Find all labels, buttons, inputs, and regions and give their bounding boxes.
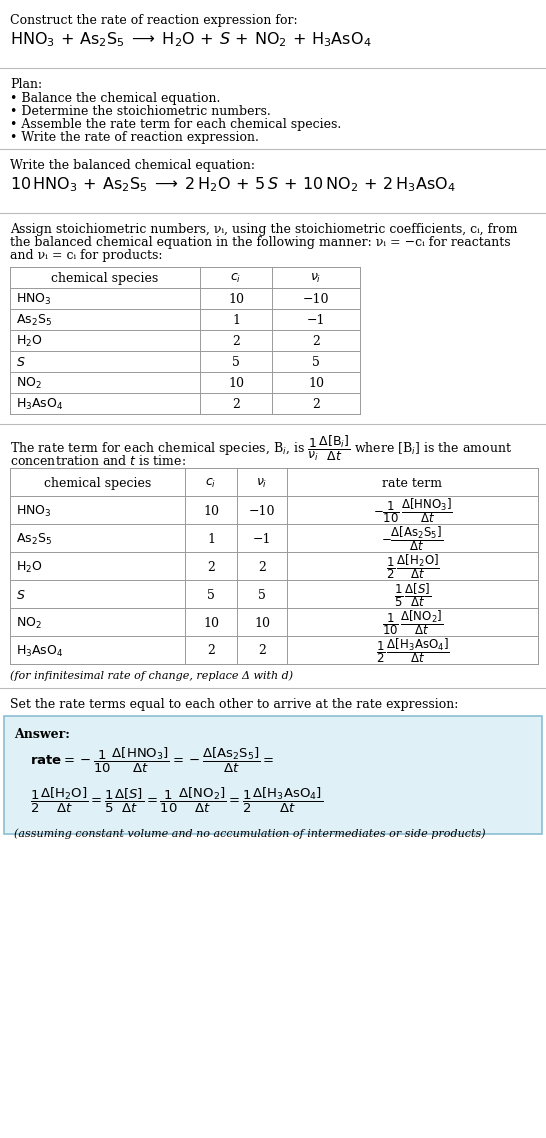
Text: $\dfrac{1}{2}\dfrac{\Delta[\mathregular{H_2O}]}{\Delta t} = \dfrac{1}{5}\dfrac{\: $\dfrac{1}{2}\dfrac{\Delta[\mathregular{… xyxy=(30,786,323,815)
Text: 1: 1 xyxy=(207,533,215,545)
Text: 2: 2 xyxy=(312,398,320,411)
Text: Answer:: Answer: xyxy=(14,728,70,741)
Text: The rate term for each chemical species, B$_i$, is $\dfrac{1}{\nu_i}\dfrac{\Delt: The rate term for each chemical species,… xyxy=(10,434,512,463)
Text: 5: 5 xyxy=(312,356,320,369)
Text: 2: 2 xyxy=(258,644,266,658)
Text: $\mathregular{NO_2}$: $\mathregular{NO_2}$ xyxy=(16,376,42,391)
Text: $\nu_i$: $\nu_i$ xyxy=(310,272,322,284)
Text: $-\dfrac{\Delta[\mathregular{As_2S_5}]}{\Delta t}$: $-\dfrac{\Delta[\mathregular{As_2S_5}]}{… xyxy=(382,525,443,553)
Text: the balanced chemical equation in the following manner: νᵢ = −cᵢ for reactants: the balanced chemical equation in the fo… xyxy=(10,236,511,249)
Text: $\dfrac{1}{10}\,\dfrac{\Delta[\mathregular{NO_2}]}{\Delta t}$: $\dfrac{1}{10}\,\dfrac{\Delta[\mathregul… xyxy=(382,609,443,637)
Text: chemical species: chemical species xyxy=(51,272,159,284)
Text: 5: 5 xyxy=(207,588,215,602)
Text: $\mathbf{rate} = -\dfrac{1}{10}\dfrac{\Delta[\mathregular{HNO_3}]}{\Delta t} = -: $\mathbf{rate} = -\dfrac{1}{10}\dfrac{\D… xyxy=(30,747,275,775)
Text: $\mathregular{H_3AsO_4}$: $\mathregular{H_3AsO_4}$ xyxy=(16,397,63,412)
Text: $\mathregular{HNO_3}$$\,+\,$$\mathregular{As_2S_5}$$\;\longrightarrow\;$$\mathre: $\mathregular{HNO_3}$$\,+\,$$\mathregula… xyxy=(10,30,371,49)
Text: $\dfrac{1}{5}\,\dfrac{\Delta[S]}{\Delta t}$: $\dfrac{1}{5}\,\dfrac{\Delta[S]}{\Delta … xyxy=(394,582,431,609)
Text: $c_i$: $c_i$ xyxy=(230,272,242,284)
Text: Assign stoichiometric numbers, νᵢ, using the stoichiometric coefficients, cᵢ, fr: Assign stoichiometric numbers, νᵢ, using… xyxy=(10,223,518,236)
Text: 1: 1 xyxy=(232,314,240,327)
Text: • Determine the stoichiometric numbers.: • Determine the stoichiometric numbers. xyxy=(10,105,271,118)
Text: $\mathregular{HNO_3}$: $\mathregular{HNO_3}$ xyxy=(16,292,51,307)
Text: −1: −1 xyxy=(307,314,325,327)
FancyBboxPatch shape xyxy=(4,716,542,834)
Text: −1: −1 xyxy=(253,533,271,545)
Text: $\mathregular{H_2O}$: $\mathregular{H_2O}$ xyxy=(16,560,43,575)
Text: 2: 2 xyxy=(312,335,320,348)
Text: 2: 2 xyxy=(207,561,215,574)
Text: • Balance the chemical equation.: • Balance the chemical equation. xyxy=(10,92,221,105)
Text: $10\,\mathregular{HNO_3}$$\,+\,$$\mathregular{As_2S_5}$$\;\longrightarrow\;$$2\,: $10\,\mathregular{HNO_3}$$\,+\,$$\mathre… xyxy=(10,175,456,193)
Text: Set the rate terms equal to each other to arrive at the rate expression:: Set the rate terms equal to each other t… xyxy=(10,698,459,711)
Text: rate term: rate term xyxy=(383,477,442,489)
Text: $-\dfrac{1}{10}\,\dfrac{\Delta[\mathregular{HNO_3}]}{\Delta t}$: $-\dfrac{1}{10}\,\dfrac{\Delta[\mathregu… xyxy=(372,496,453,526)
Text: (assuming constant volume and no accumulation of intermediates or side products): (assuming constant volume and no accumul… xyxy=(14,828,485,839)
Text: $c_i$: $c_i$ xyxy=(205,477,217,489)
Text: 2: 2 xyxy=(232,335,240,348)
Text: Write the balanced chemical equation:: Write the balanced chemical equation: xyxy=(10,159,255,172)
Text: (for infinitesimal rate of change, replace Δ with d): (for infinitesimal rate of change, repla… xyxy=(10,670,293,681)
Text: $\mathregular{H_2O}$: $\mathregular{H_2O}$ xyxy=(16,333,43,349)
Text: $S$: $S$ xyxy=(16,588,26,602)
Text: $\mathregular{HNO_3}$: $\mathregular{HNO_3}$ xyxy=(16,503,51,519)
Text: concentration and $t$ is time:: concentration and $t$ is time: xyxy=(10,454,186,468)
Text: 10: 10 xyxy=(228,292,244,306)
Text: • Write the rate of reaction expression.: • Write the rate of reaction expression. xyxy=(10,131,259,145)
Text: 10: 10 xyxy=(203,617,219,629)
Text: −10: −10 xyxy=(302,292,329,306)
Text: $\dfrac{1}{2}\,\dfrac{\Delta[\mathregular{H_2O}]}{\Delta t}$: $\dfrac{1}{2}\,\dfrac{\Delta[\mathregula… xyxy=(385,553,440,582)
Text: 5: 5 xyxy=(258,588,266,602)
Text: $\mathregular{As_2S_5}$: $\mathregular{As_2S_5}$ xyxy=(16,531,52,546)
Text: chemical species: chemical species xyxy=(44,477,151,489)
Text: 5: 5 xyxy=(232,356,240,369)
Text: $\mathregular{NO_2}$: $\mathregular{NO_2}$ xyxy=(16,616,42,630)
Text: 10: 10 xyxy=(308,377,324,390)
Text: $\mathregular{H_3AsO_4}$: $\mathregular{H_3AsO_4}$ xyxy=(16,643,63,659)
Text: 10: 10 xyxy=(254,617,270,629)
Text: 2: 2 xyxy=(232,398,240,411)
Text: Construct the rate of reaction expression for:: Construct the rate of reaction expressio… xyxy=(10,14,298,27)
Text: 2: 2 xyxy=(207,644,215,658)
Text: Plan:: Plan: xyxy=(10,79,42,91)
Text: $\dfrac{1}{2}\,\dfrac{\Delta[\mathregular{H_3AsO_4}]}{\Delta t}$: $\dfrac{1}{2}\,\dfrac{\Delta[\mathregula… xyxy=(376,636,449,666)
Text: $\mathregular{As_2S_5}$: $\mathregular{As_2S_5}$ xyxy=(16,313,52,328)
Text: $S$: $S$ xyxy=(16,356,26,369)
Text: −10: −10 xyxy=(249,504,275,518)
Text: and νᵢ = cᵢ for products:: and νᵢ = cᵢ for products: xyxy=(10,249,163,262)
Text: • Assemble the rate term for each chemical species.: • Assemble the rate term for each chemic… xyxy=(10,118,341,131)
Text: $\nu_i$: $\nu_i$ xyxy=(256,477,268,489)
Text: 2: 2 xyxy=(258,561,266,574)
Text: 10: 10 xyxy=(203,504,219,518)
Text: 10: 10 xyxy=(228,377,244,390)
